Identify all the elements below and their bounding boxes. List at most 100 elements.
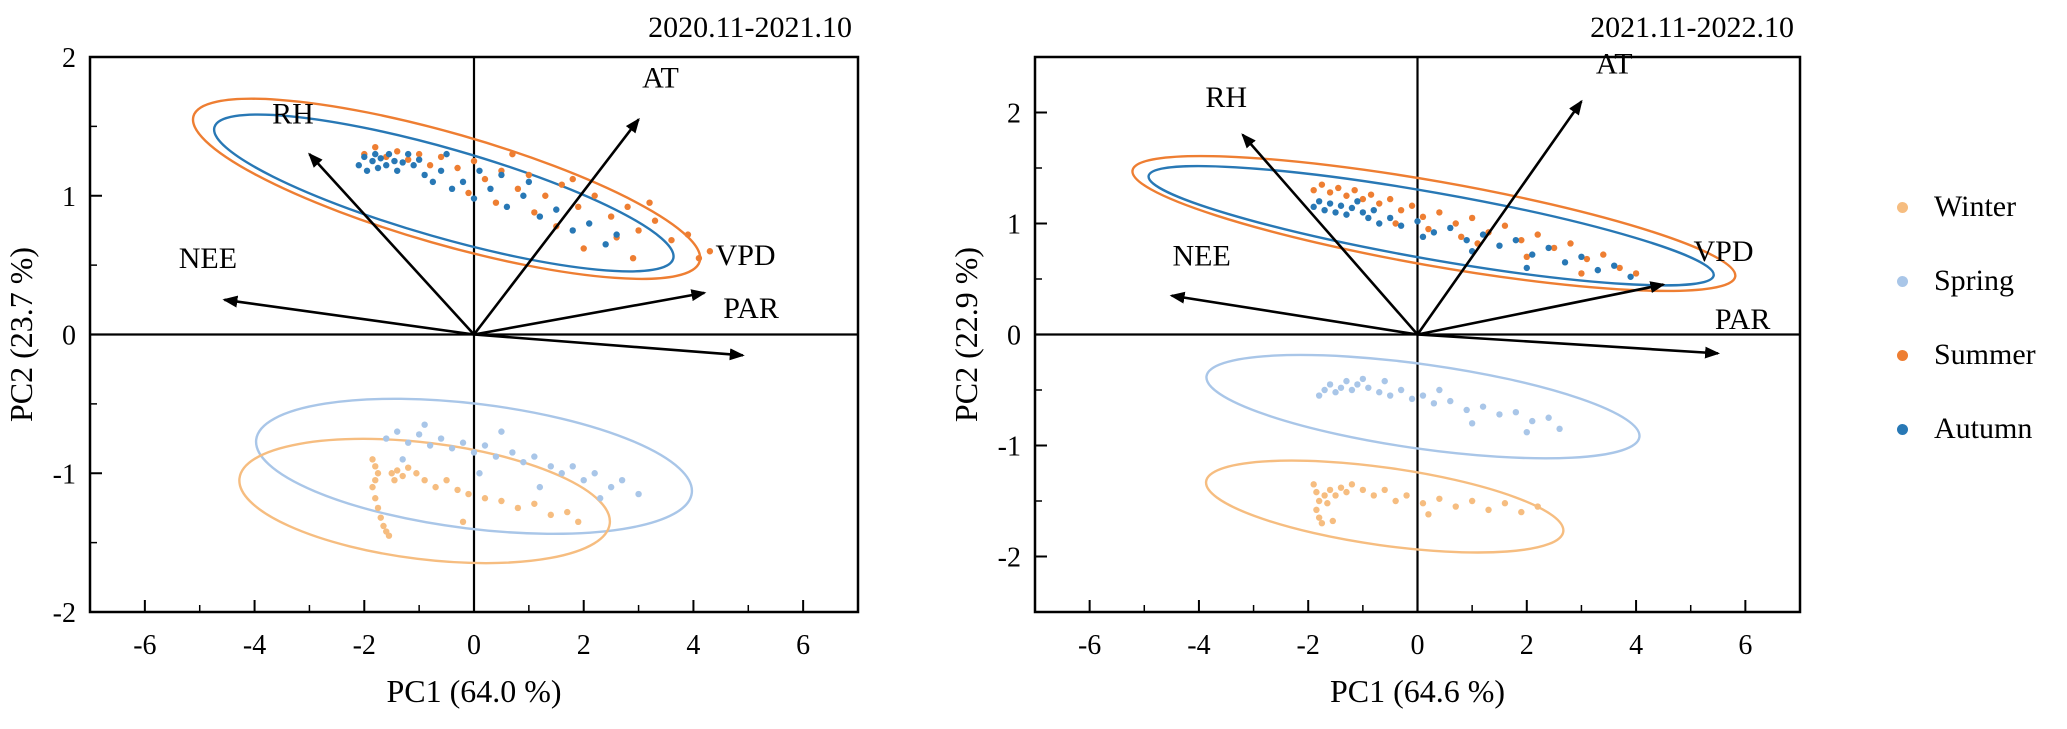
scatter-point bbox=[520, 192, 527, 199]
scatter-point bbox=[1326, 486, 1334, 494]
scatter-point bbox=[635, 490, 642, 498]
scatter-point bbox=[1386, 392, 1394, 399]
scatter-point bbox=[385, 532, 393, 539]
scatter-point bbox=[369, 157, 376, 165]
scatter-point bbox=[591, 470, 598, 477]
loading-label-par: PAR bbox=[723, 292, 779, 325]
scatter-point bbox=[1343, 211, 1350, 218]
x-axis-label: PC1 (64.6 %) bbox=[1330, 673, 1505, 709]
ellipse-winter bbox=[238, 437, 612, 565]
scatter-point bbox=[372, 143, 379, 151]
scatter-point bbox=[394, 467, 401, 474]
x-tick-label: -4 bbox=[1187, 630, 1210, 661]
loading-arrow-vpd bbox=[1417, 281, 1666, 336]
scatter-point bbox=[1365, 384, 1372, 391]
y-tick-label: -2 bbox=[53, 598, 76, 629]
loading-arrow-nee bbox=[1169, 291, 1418, 336]
scatter-point bbox=[1501, 222, 1509, 229]
scatter-point bbox=[564, 508, 571, 516]
scatter-point bbox=[1627, 273, 1634, 280]
scatter-point bbox=[1348, 481, 1356, 488]
scatter-point bbox=[1425, 225, 1432, 233]
loading-label-par: PAR bbox=[1715, 303, 1771, 336]
scatter-point bbox=[459, 518, 467, 526]
scatter-point bbox=[377, 514, 384, 521]
scatter-point bbox=[1348, 386, 1356, 394]
scatter-point bbox=[399, 456, 406, 463]
scatter-point bbox=[607, 213, 615, 220]
scatter-point bbox=[1326, 189, 1334, 196]
loading-label-vpd: VPD bbox=[716, 239, 776, 272]
scatter-point bbox=[1523, 264, 1530, 272]
scatter-point bbox=[1318, 181, 1326, 188]
scatter-point bbox=[448, 445, 456, 452]
scatter-point bbox=[1534, 503, 1541, 510]
scatter-point bbox=[1452, 503, 1459, 510]
y-tick-label: 2 bbox=[1007, 99, 1021, 130]
y-tick-label: 0 bbox=[1007, 321, 1021, 352]
scatter-point bbox=[1550, 244, 1558, 252]
scatter-point bbox=[1463, 406, 1470, 414]
y-tick-label: -2 bbox=[998, 543, 1021, 574]
scatter-point bbox=[369, 456, 376, 463]
legend-label-summer: Summer bbox=[1934, 338, 2036, 371]
scatter-point bbox=[394, 167, 401, 174]
scatter-point bbox=[1332, 209, 1339, 216]
scatter-point bbox=[1392, 497, 1399, 505]
scatter-point bbox=[1518, 236, 1525, 244]
loading-label-at: AT bbox=[1596, 48, 1633, 81]
scatter-point bbox=[1335, 184, 1342, 192]
scatter-point bbox=[481, 175, 489, 183]
scatter-point bbox=[487, 185, 494, 193]
scatter-point bbox=[695, 254, 703, 262]
scatter-point bbox=[1386, 195, 1394, 203]
x-tick-label: -2 bbox=[1297, 630, 1320, 661]
scatter-point bbox=[1315, 392, 1323, 399]
summer-marker-icon bbox=[1897, 349, 1908, 361]
scatter-point bbox=[1370, 206, 1377, 214]
scatter-point bbox=[1501, 500, 1509, 507]
loading-label-rh: RH bbox=[1205, 81, 1247, 114]
scatter-point bbox=[1616, 264, 1623, 272]
scatter-point bbox=[443, 476, 450, 484]
scatter-point bbox=[1414, 218, 1421, 225]
scatter-point bbox=[668, 236, 675, 244]
scatter-point bbox=[1408, 202, 1416, 209]
scatter-point bbox=[470, 195, 478, 202]
scatter-point bbox=[1310, 481, 1317, 488]
scatter-point bbox=[1367, 191, 1375, 198]
scatter-point bbox=[618, 476, 626, 484]
loading-label-vpd: VPD bbox=[1693, 235, 1753, 268]
scatter-point bbox=[1386, 214, 1394, 222]
pca-panel-2: RH AT NEE VPD PAR -6 -4 -2 0 2 4 6 -2 -1 0 1 2 2021.11-20… bbox=[948, 11, 1802, 709]
scatter-point bbox=[1419, 233, 1427, 241]
scatter-point bbox=[1321, 492, 1328, 499]
scatter-point bbox=[1326, 200, 1334, 207]
y-tick-label: 0 bbox=[62, 321, 76, 352]
scatter-point bbox=[394, 428, 401, 435]
scatter-point bbox=[498, 497, 505, 505]
scatter-point bbox=[1326, 381, 1334, 388]
scatter-point bbox=[454, 164, 461, 172]
scatter-point bbox=[380, 522, 387, 530]
scatter-point bbox=[1430, 229, 1438, 236]
scatter-point bbox=[1370, 492, 1377, 499]
scatter-point bbox=[1310, 203, 1317, 211]
scatter-point bbox=[514, 504, 522, 512]
plot-box bbox=[88, 55, 860, 614]
scatter-point bbox=[1392, 220, 1399, 227]
loading-label-rh: RH bbox=[272, 98, 314, 131]
scatter-point bbox=[413, 470, 420, 477]
scatter-point bbox=[391, 157, 398, 165]
series-spring bbox=[383, 421, 642, 502]
scatter-point bbox=[1419, 392, 1427, 399]
scatter-point bbox=[586, 220, 593, 227]
scatter-point bbox=[437, 167, 445, 174]
panel-title: 2021.11-2022.10 bbox=[1590, 11, 1794, 44]
x-tick-label: -6 bbox=[1078, 630, 1101, 661]
scatter-point bbox=[492, 453, 500, 460]
scatter-point bbox=[1425, 511, 1432, 518]
scatter-point bbox=[399, 472, 406, 480]
scatter-point bbox=[1419, 500, 1427, 507]
scatter-point bbox=[684, 231, 692, 238]
